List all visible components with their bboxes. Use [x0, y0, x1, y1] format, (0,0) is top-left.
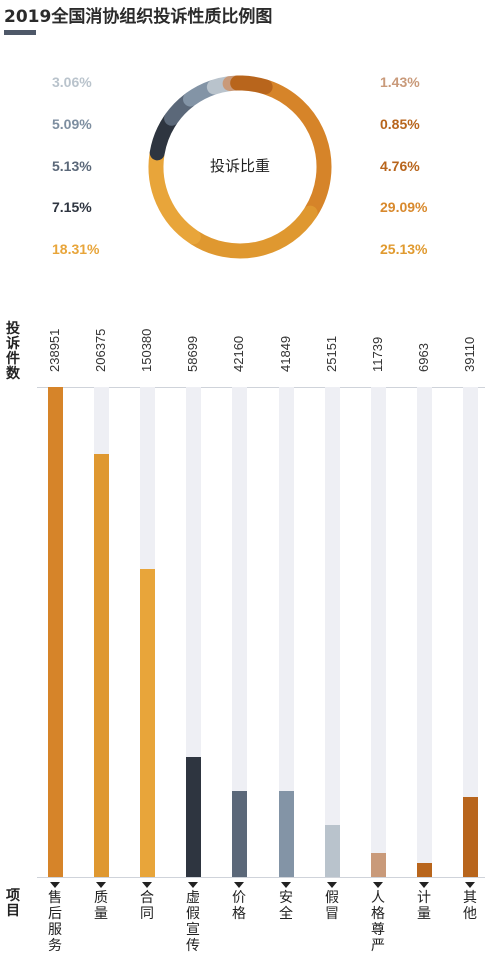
donut-label-right-2: 0.85%: [380, 116, 420, 132]
bar-1: [48, 387, 63, 877]
donut-label-left-2: 5.09%: [52, 116, 92, 132]
category-label: 虚假宣传: [186, 890, 200, 954]
donut-slice-1: [259, 79, 332, 220]
category-label: 价格: [232, 890, 246, 922]
category-label: 质量: [94, 890, 108, 922]
bar-8: [371, 852, 386, 877]
category-marker-icon: [281, 882, 291, 888]
category-label: 人格尊严: [371, 890, 385, 954]
bar-track: [232, 387, 247, 877]
category-marker-icon: [142, 882, 152, 888]
donut-label-left-5: 18.31%: [52, 241, 100, 257]
bar-value-label: 58699: [185, 335, 200, 372]
category-marker-icon: [327, 882, 337, 888]
category-marker-icon: [188, 882, 198, 888]
donut-slice-3: [148, 147, 201, 245]
bar-10: [463, 796, 478, 877]
category-marker-icon: [96, 882, 106, 888]
bar-track: [417, 387, 432, 877]
bar-3: [140, 568, 155, 877]
bar-value-label: 39110: [462, 336, 477, 372]
category-marker-icon: [419, 882, 429, 888]
donut-slice-2: [187, 205, 318, 259]
bar-7: [325, 825, 340, 877]
page-title: 2019全国消协组织投诉性质比例图: [4, 7, 273, 27]
category-label: 售后服务: [48, 890, 62, 954]
title-underline: [4, 30, 36, 35]
bar-2: [94, 453, 109, 877]
donut-label-right-1: 1.43%: [380, 74, 420, 90]
bar-track: [463, 387, 478, 877]
category-label: 其他: [463, 890, 477, 922]
category-label: 安全: [279, 890, 293, 922]
bar-track: [325, 387, 340, 877]
bar-4: [186, 756, 201, 877]
bar-track: [279, 387, 294, 877]
y-axis-title: 投诉件数: [6, 321, 20, 382]
baseline-axis-line: [37, 877, 485, 878]
donut-label-right-5: 25.13%: [380, 241, 428, 257]
bar-value-label: 238951: [47, 328, 62, 372]
bar-value-label: 150380: [139, 328, 154, 372]
bar-track: [48, 387, 63, 877]
category-label: 假冒: [325, 890, 339, 922]
category-marker-icon: [373, 882, 383, 888]
bar-value-label: 42160: [231, 335, 246, 372]
donut-center-label: 投诉比重: [209, 157, 270, 175]
bar-track: [94, 387, 109, 877]
bar-value-label: 41849: [278, 335, 293, 372]
donut-label-right-3: 4.76%: [380, 158, 420, 174]
bar-5: [232, 790, 247, 877]
donut-label-right-4: 29.09%: [380, 199, 428, 215]
category-marker-icon: [234, 882, 244, 888]
top-axis-line: [37, 387, 485, 388]
bar-track: [140, 387, 155, 877]
bar-track: [371, 387, 386, 877]
bar-value-label: 6963: [416, 343, 431, 372]
bar-value-label: 206375: [93, 328, 108, 372]
bar-value-label: 11739: [370, 336, 385, 372]
donut-label-left-4: 7.15%: [52, 199, 92, 215]
category-marker-icon: [465, 882, 475, 888]
category-marker-icon: [50, 882, 60, 888]
donut-chart: [148, 75, 332, 259]
bar-value-label: 25151: [324, 335, 339, 372]
donut-slice-10: [234, 75, 273, 95]
donut-label-left-3: 5.13%: [52, 158, 92, 174]
bar-9: [417, 862, 432, 877]
x-axis-title: 项目: [6, 888, 20, 919]
category-label: 计量: [417, 890, 431, 922]
bar-6: [279, 791, 294, 877]
donut-label-left-1: 3.06%: [52, 74, 92, 90]
category-label: 合同: [140, 890, 154, 922]
bar-track: [186, 387, 201, 877]
